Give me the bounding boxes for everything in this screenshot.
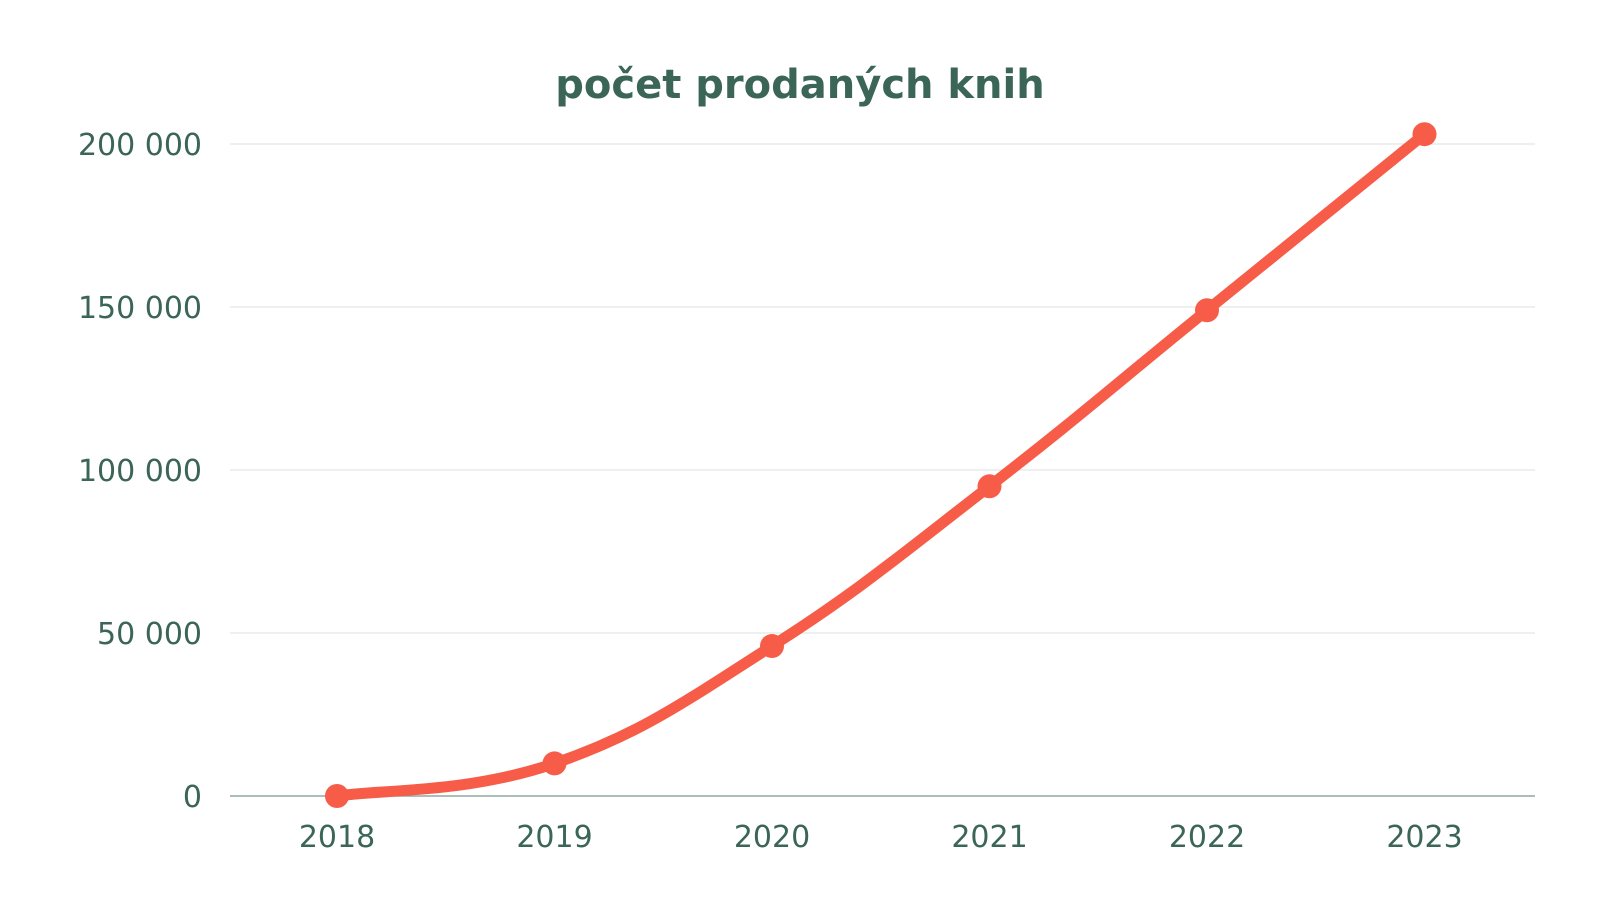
y-tick-label: 200 000 — [78, 128, 202, 163]
x-tick-label: 2022 — [1169, 820, 1245, 855]
x-tick-label: 2018 — [299, 820, 375, 855]
y-tick-label: 0 — [183, 780, 202, 815]
gridlines — [230, 143, 1535, 634]
y-axis-ticks: 0 50 000 100 000 150 000 200 000 — [78, 128, 202, 815]
data-point-2020 — [760, 634, 784, 659]
x-tick-label: 2019 — [516, 820, 592, 855]
series-line — [331, 128, 1430, 802]
data-point-2023 — [1412, 122, 1437, 147]
x-tick-label: 2023 — [1386, 820, 1462, 855]
data-point-2018 — [325, 784, 349, 808]
y-tick-label: 50 000 — [97, 617, 202, 652]
chart-title: počet prodaných knih — [555, 62, 1044, 108]
x-tick-label: 2020 — [734, 820, 810, 855]
data-point-2019 — [542, 751, 567, 776]
y-tick-label: 100 000 — [78, 454, 202, 489]
series-points — [325, 122, 1437, 808]
x-tick-label: 2021 — [951, 820, 1027, 855]
data-point-2021 — [977, 474, 1002, 499]
y-tick-label: 150 000 — [78, 291, 202, 326]
x-axis-ticks: 2018 2019 2020 2021 2022 2023 — [299, 820, 1463, 855]
data-point-2022 — [1195, 298, 1219, 323]
